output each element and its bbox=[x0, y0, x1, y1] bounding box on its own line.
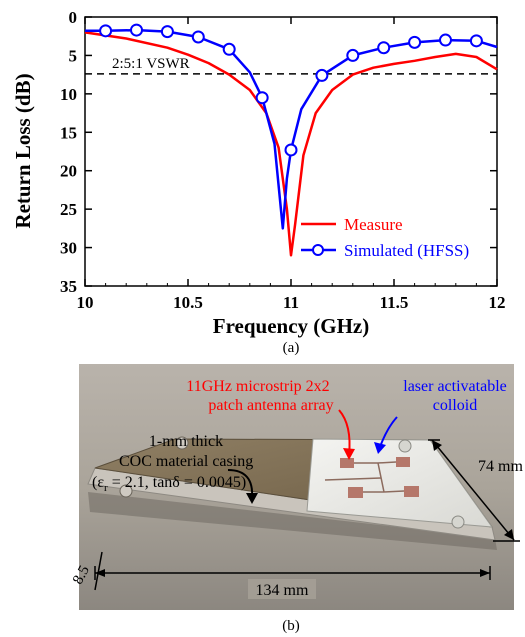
y-tick-label: 35 bbox=[60, 277, 77, 296]
colloid-line1: laser activatable bbox=[403, 378, 507, 395]
series-marker-1 bbox=[346, 48, 360, 62]
feed-network bbox=[324, 461, 405, 493]
y-tick-label: 10 bbox=[60, 85, 77, 104]
colloid-line2: colloid bbox=[433, 397, 477, 414]
legend-simulated-label: Simulated (HFSS) bbox=[344, 241, 469, 260]
dim-width-label: 134 mm bbox=[256, 582, 309, 599]
y-tick-label: 30 bbox=[60, 239, 77, 258]
casing-line2: COC material casing bbox=[119, 453, 253, 470]
series-marker-1 bbox=[191, 30, 205, 44]
y-tick-label: 5 bbox=[69, 46, 78, 65]
x-tick-label: 11.5 bbox=[380, 293, 409, 312]
screw bbox=[451, 515, 465, 529]
legend: Measure Simulated (HFSS) bbox=[301, 215, 469, 260]
screw bbox=[119, 484, 133, 498]
series-marker-1 bbox=[439, 33, 452, 47]
antenna-title-line1: 11GHz microstrip 2x2 bbox=[186, 378, 329, 395]
x-axis-ticks: 10 10.5 11 11.5 12 bbox=[77, 17, 506, 312]
antenna-title-line2: patch antenna array bbox=[208, 397, 333, 414]
series-marker-1 bbox=[408, 35, 422, 49]
caption-b: (b) bbox=[282, 618, 300, 634]
series-marker-1 bbox=[160, 25, 174, 39]
antenna-photo: 11GHz microstrip 2x2 patch antenna array… bbox=[70, 364, 523, 634]
y-tick-label: 25 bbox=[60, 200, 77, 219]
y-tick-label: 0 bbox=[69, 8, 78, 27]
series-line-0 bbox=[84, 31, 498, 257]
return-loss-chart: 0 5 10 15 20 25 30 35 10 10.5 11 11.5 12 2:5:1 VSWR… bbox=[11, 8, 506, 356]
screw bbox=[398, 439, 412, 453]
antenna-patch bbox=[404, 486, 419, 497]
y-axis-label: Return Loss (dB) bbox=[11, 73, 35, 228]
antenna-arrowhead bbox=[343, 448, 355, 460]
y-axis-ticks: 0 5 10 15 20 25 30 35 bbox=[60, 8, 497, 296]
device-shadow bbox=[88, 492, 497, 550]
annotation-arrows bbox=[227, 409, 398, 504]
caption-a: (a) bbox=[283, 340, 300, 356]
casing-line1: 1-mm thick bbox=[149, 433, 223, 450]
vswr-reference-label: 2:5:1 VSWR bbox=[112, 56, 190, 72]
screw bbox=[175, 436, 189, 450]
antenna-patch bbox=[396, 457, 410, 467]
x-tick-label: 12 bbox=[489, 293, 506, 312]
x-tick-label: 10.5 bbox=[173, 293, 203, 312]
dimension-lines bbox=[94, 439, 520, 591]
dim-arrowhead bbox=[432, 440, 442, 451]
x-axis-label: Frequency (GHz) bbox=[213, 314, 370, 338]
series-layer bbox=[84, 23, 498, 257]
series-marker-1 bbox=[255, 91, 269, 105]
x-tick-label: 10 bbox=[77, 293, 94, 312]
y-tick-label: 15 bbox=[60, 123, 77, 142]
dim-width-label-bg bbox=[248, 579, 316, 599]
x-tick-label: 11 bbox=[283, 293, 299, 312]
series-marker-1 bbox=[222, 42, 236, 56]
legend-measure-label: Measure bbox=[344, 215, 403, 234]
dim-arrowhead bbox=[480, 569, 490, 577]
series-marker-1 bbox=[99, 24, 113, 38]
dim-height-label: 8.5 bbox=[70, 563, 93, 587]
series-marker-1 bbox=[284, 143, 298, 157]
antenna-patch bbox=[340, 458, 354, 468]
casing-line3: (εr = 2.1, tanδ = 0.0045) bbox=[92, 474, 246, 494]
series-marker-1 bbox=[315, 68, 329, 82]
legend-simulated-marker bbox=[312, 244, 324, 256]
y-tick-label: 20 bbox=[60, 162, 77, 181]
series-marker-1 bbox=[377, 41, 391, 55]
colloid-arrowhead bbox=[374, 442, 386, 454]
dim-arrowhead bbox=[95, 569, 105, 577]
series-marker-1 bbox=[130, 23, 143, 37]
antenna-patch bbox=[348, 487, 363, 498]
casing-arrowhead bbox=[246, 493, 258, 504]
dim-arrowhead bbox=[504, 529, 514, 540]
series-marker-1 bbox=[469, 34, 483, 48]
dim-depth-label: 74 mm bbox=[478, 458, 523, 475]
